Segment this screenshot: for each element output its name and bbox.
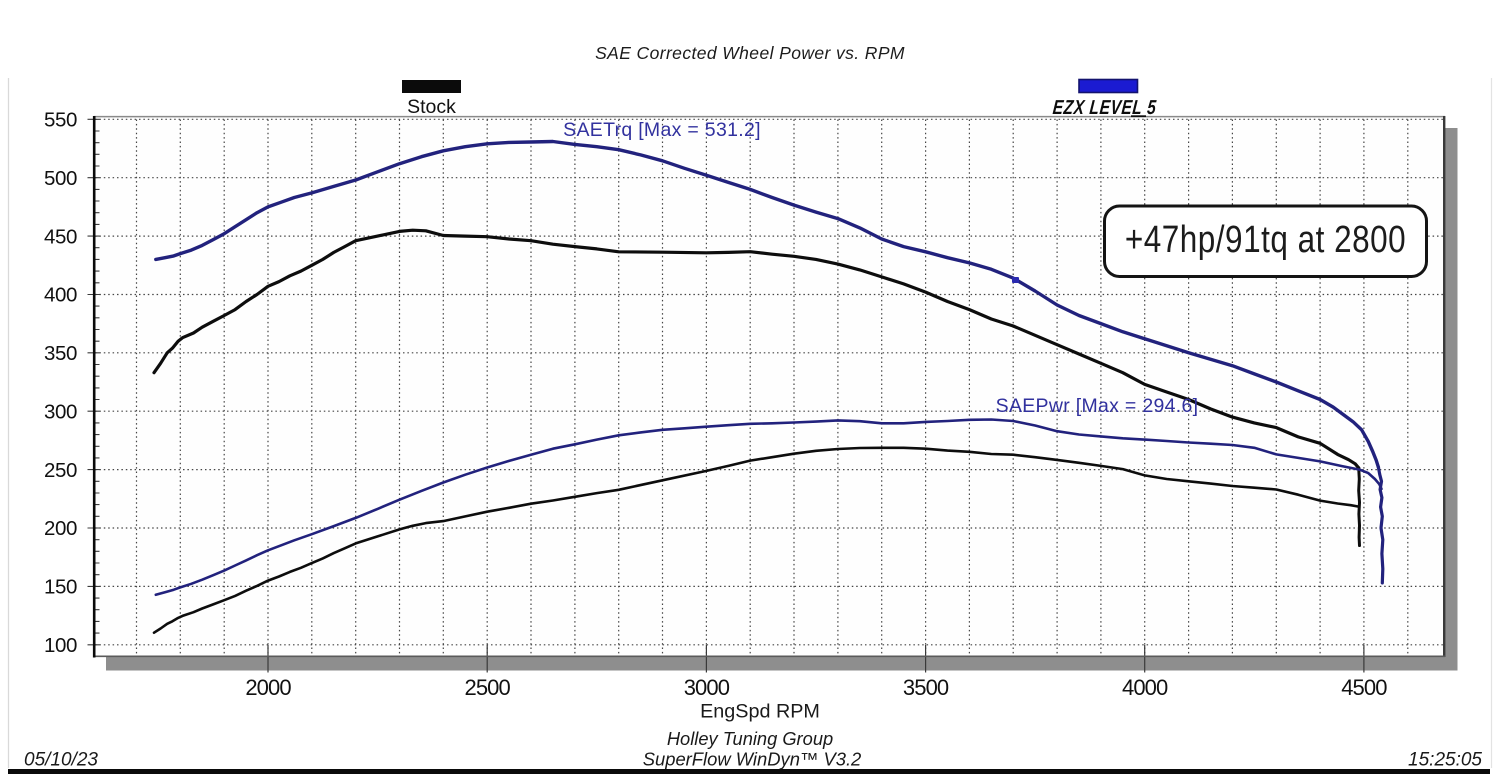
svg-text:3500: 3500 [903, 675, 949, 700]
svg-text:4500: 4500 [1341, 675, 1387, 700]
svg-text:SAE Corrected Wheel Power vs.: SAE Corrected Wheel Power vs. RPM [595, 43, 905, 63]
svg-text:200: 200 [44, 517, 77, 540]
svg-text:+47hp/91tq at 2800: +47hp/91tq at 2800 [1125, 218, 1406, 261]
svg-text:2500: 2500 [465, 675, 511, 700]
svg-text:3000: 3000 [684, 675, 730, 700]
svg-text:Holley Tuning Group: Holley Tuning Group [667, 728, 833, 749]
svg-text:100: 100 [44, 634, 77, 657]
svg-text:SAETrq [Max = 531.2]: SAETrq [Max = 531.2] [563, 119, 761, 141]
svg-text:4000: 4000 [1122, 675, 1168, 700]
svg-text:350: 350 [44, 342, 77, 365]
svg-text:150: 150 [44, 576, 77, 599]
svg-text:450: 450 [44, 225, 77, 248]
svg-text:EngSpd RPM: EngSpd RPM [700, 701, 820, 723]
svg-text:SAEPwr [Max = 294.6]: SAEPwr [Max = 294.6] [996, 395, 1199, 417]
svg-text:300: 300 [44, 400, 77, 423]
svg-text:500: 500 [44, 167, 77, 190]
svg-text:15:25:05: 15:25:05 [1408, 750, 1482, 771]
svg-text:550: 550 [44, 109, 77, 132]
svg-text:250: 250 [44, 459, 77, 482]
svg-text:05/10/23: 05/10/23 [24, 750, 98, 771]
svg-text:2000: 2000 [245, 675, 291, 700]
svg-text:SuperFlow WinDyn™ V3.2: SuperFlow WinDyn™ V3.2 [643, 749, 862, 770]
svg-text:Stock: Stock [407, 96, 456, 118]
svg-text:400: 400 [44, 284, 77, 307]
svg-text:EZX LEVEL 5: EZX LEVEL 5 [1052, 96, 1158, 118]
